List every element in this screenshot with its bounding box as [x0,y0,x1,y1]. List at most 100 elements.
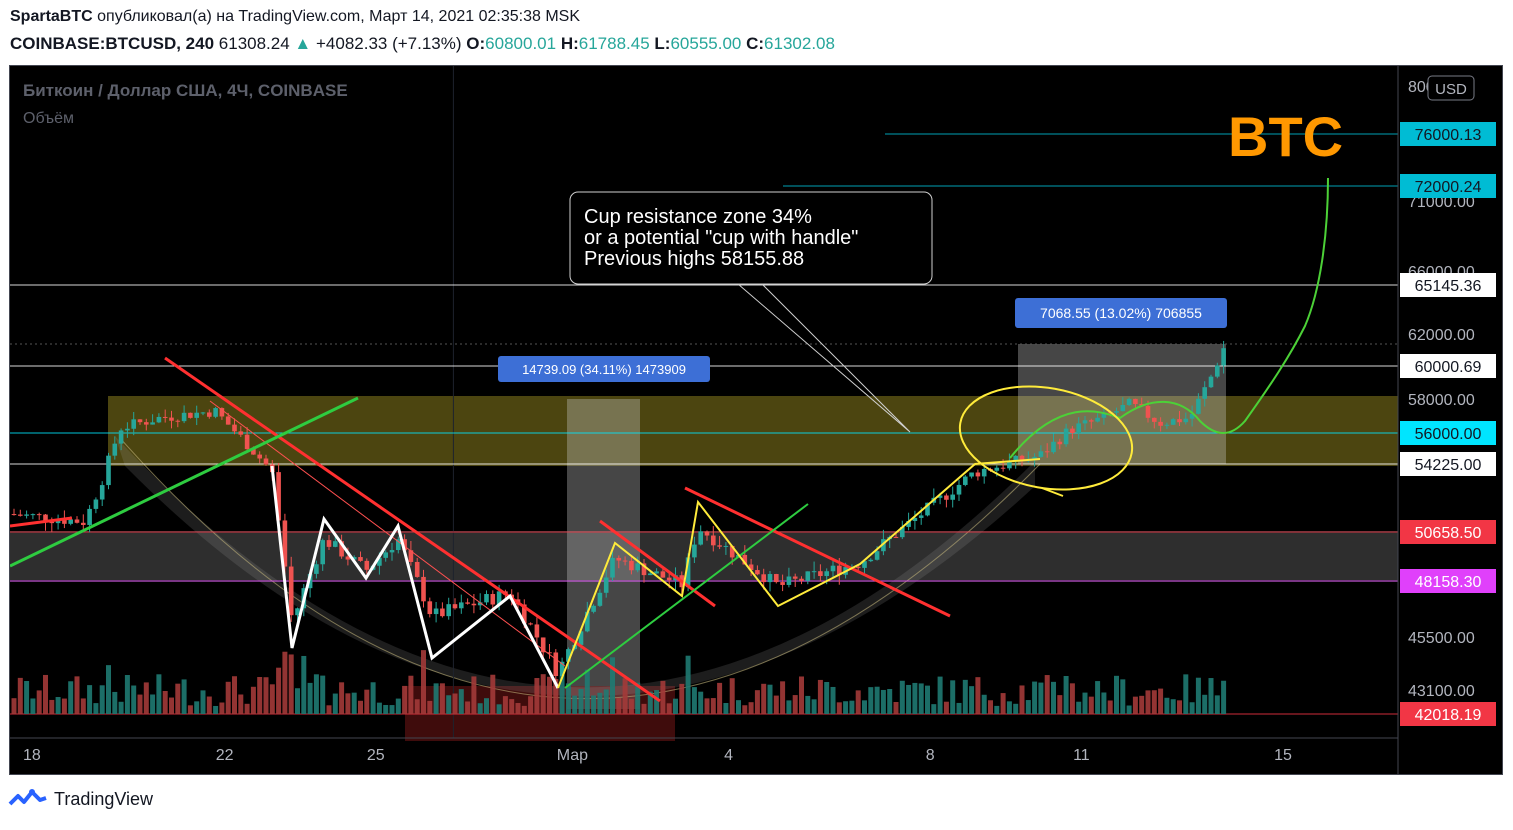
volume-bar [572,695,578,714]
volume-bar [232,676,237,714]
volume-bar [112,691,118,714]
candle-body [818,571,823,577]
volume-bar [156,674,162,714]
publish-info: SpartaBTC опубликовал(а) на TradingView.… [10,8,580,26]
volume-bar [843,701,849,714]
volume-bar [547,676,552,714]
volume-bar [351,692,357,714]
candle-body [591,605,596,612]
volume-bar [106,665,111,714]
currency-button[interactable] [1427,75,1475,101]
footer-brand[interactable]: TradingView [8,788,153,810]
candle-body [704,531,710,536]
candle-body [862,561,867,568]
volume-bar [427,700,433,714]
volume-bar [313,674,319,714]
volume-bar [124,675,130,714]
volume-bar [87,685,93,714]
price-tag-label: 72000.24 [1415,179,1482,196]
volume-bar [143,682,149,714]
candle-body [1070,428,1075,434]
candle-body [698,531,703,545]
volume-bar [717,682,723,714]
measure-label-1: 14739.09 (34.11%) 1473909 [522,362,686,377]
channel-line-1 [599,519,716,608]
candle-body [1063,428,1069,445]
white-zigzag [270,465,560,689]
candle-body [225,416,231,425]
candle-body [62,519,67,524]
candle-body [1189,413,1195,419]
candle-body [440,608,445,617]
candle-body [427,601,433,615]
volume-bar [452,693,458,714]
candle-body [87,508,92,525]
candle-body [377,557,382,566]
volume-bar [1120,679,1126,714]
volume-bar [471,676,477,714]
volume-bar [943,701,949,714]
candle-body [824,571,829,577]
volume-bar [320,675,326,714]
candle-body [780,582,785,585]
volume-bar [244,703,250,714]
candle-body [761,574,766,583]
volume-bar [635,682,641,714]
volume-bar [817,679,823,714]
candle-body [855,566,861,568]
candle-body [1120,404,1126,412]
volume-bar [641,703,647,714]
volume-bar [370,682,376,714]
chart-panel[interactable]: Cup resistance zone 34% or a potential "… [9,65,1503,775]
symbol-name: COINBASE:BTCUSD, 240 [10,34,215,53]
candle-body [490,594,496,605]
candle-body [219,408,225,417]
chart-svg[interactable]: Cup resistance zone 34% or a potential "… [10,66,1502,774]
volume-bar [786,700,792,714]
volume-bar [219,702,225,714]
candle-body [213,408,218,417]
x-tick-label: 22 [216,747,234,764]
volume-bar [591,695,597,714]
candle-body [99,485,105,500]
volume-bar [1202,694,1208,714]
volume-bar [584,669,590,714]
candle-body [597,592,603,606]
volume-bar [414,699,420,714]
volume-bar [975,677,981,714]
volume-bar [521,705,527,714]
price-tag [1400,702,1496,726]
callout-pointer [737,283,911,433]
candle-body [692,544,697,558]
candle-body [244,434,250,450]
candle-body [131,419,136,429]
candle-body [24,514,29,516]
candle-body [477,602,483,606]
candle-body [1133,398,1138,404]
price-tag-label: 54225.00 [1415,457,1482,474]
y-tick-label: 62000.00 [1408,327,1475,344]
volume-bar [742,705,748,714]
close-label: C: [746,34,765,53]
up-arrow-icon: ▲ [294,34,312,53]
candle-body [1158,421,1163,426]
candle-body [364,560,370,570]
currency-label[interactable]: USD [1435,81,1467,98]
candle-body [175,420,181,422]
volume-bar [836,702,842,714]
volume-bar [710,698,716,714]
volume-bar [301,655,307,714]
candle-body [471,603,477,606]
small-red-segment [10,516,73,528]
candle-body [648,573,653,576]
candle-body [1164,424,1170,426]
x-tick-label: 18 [23,747,41,764]
x-tick-label: 4 [724,747,733,764]
price-tag-label: 76000.13 [1415,127,1482,144]
volume-bar [610,657,615,714]
candle-body [396,539,401,551]
candle-body [635,563,640,571]
author-name[interactable]: SpartaBTC [10,8,93,25]
volume-bar [1019,685,1025,714]
published-text: опубликовал(а) на TradingView.com, Март … [97,8,580,25]
